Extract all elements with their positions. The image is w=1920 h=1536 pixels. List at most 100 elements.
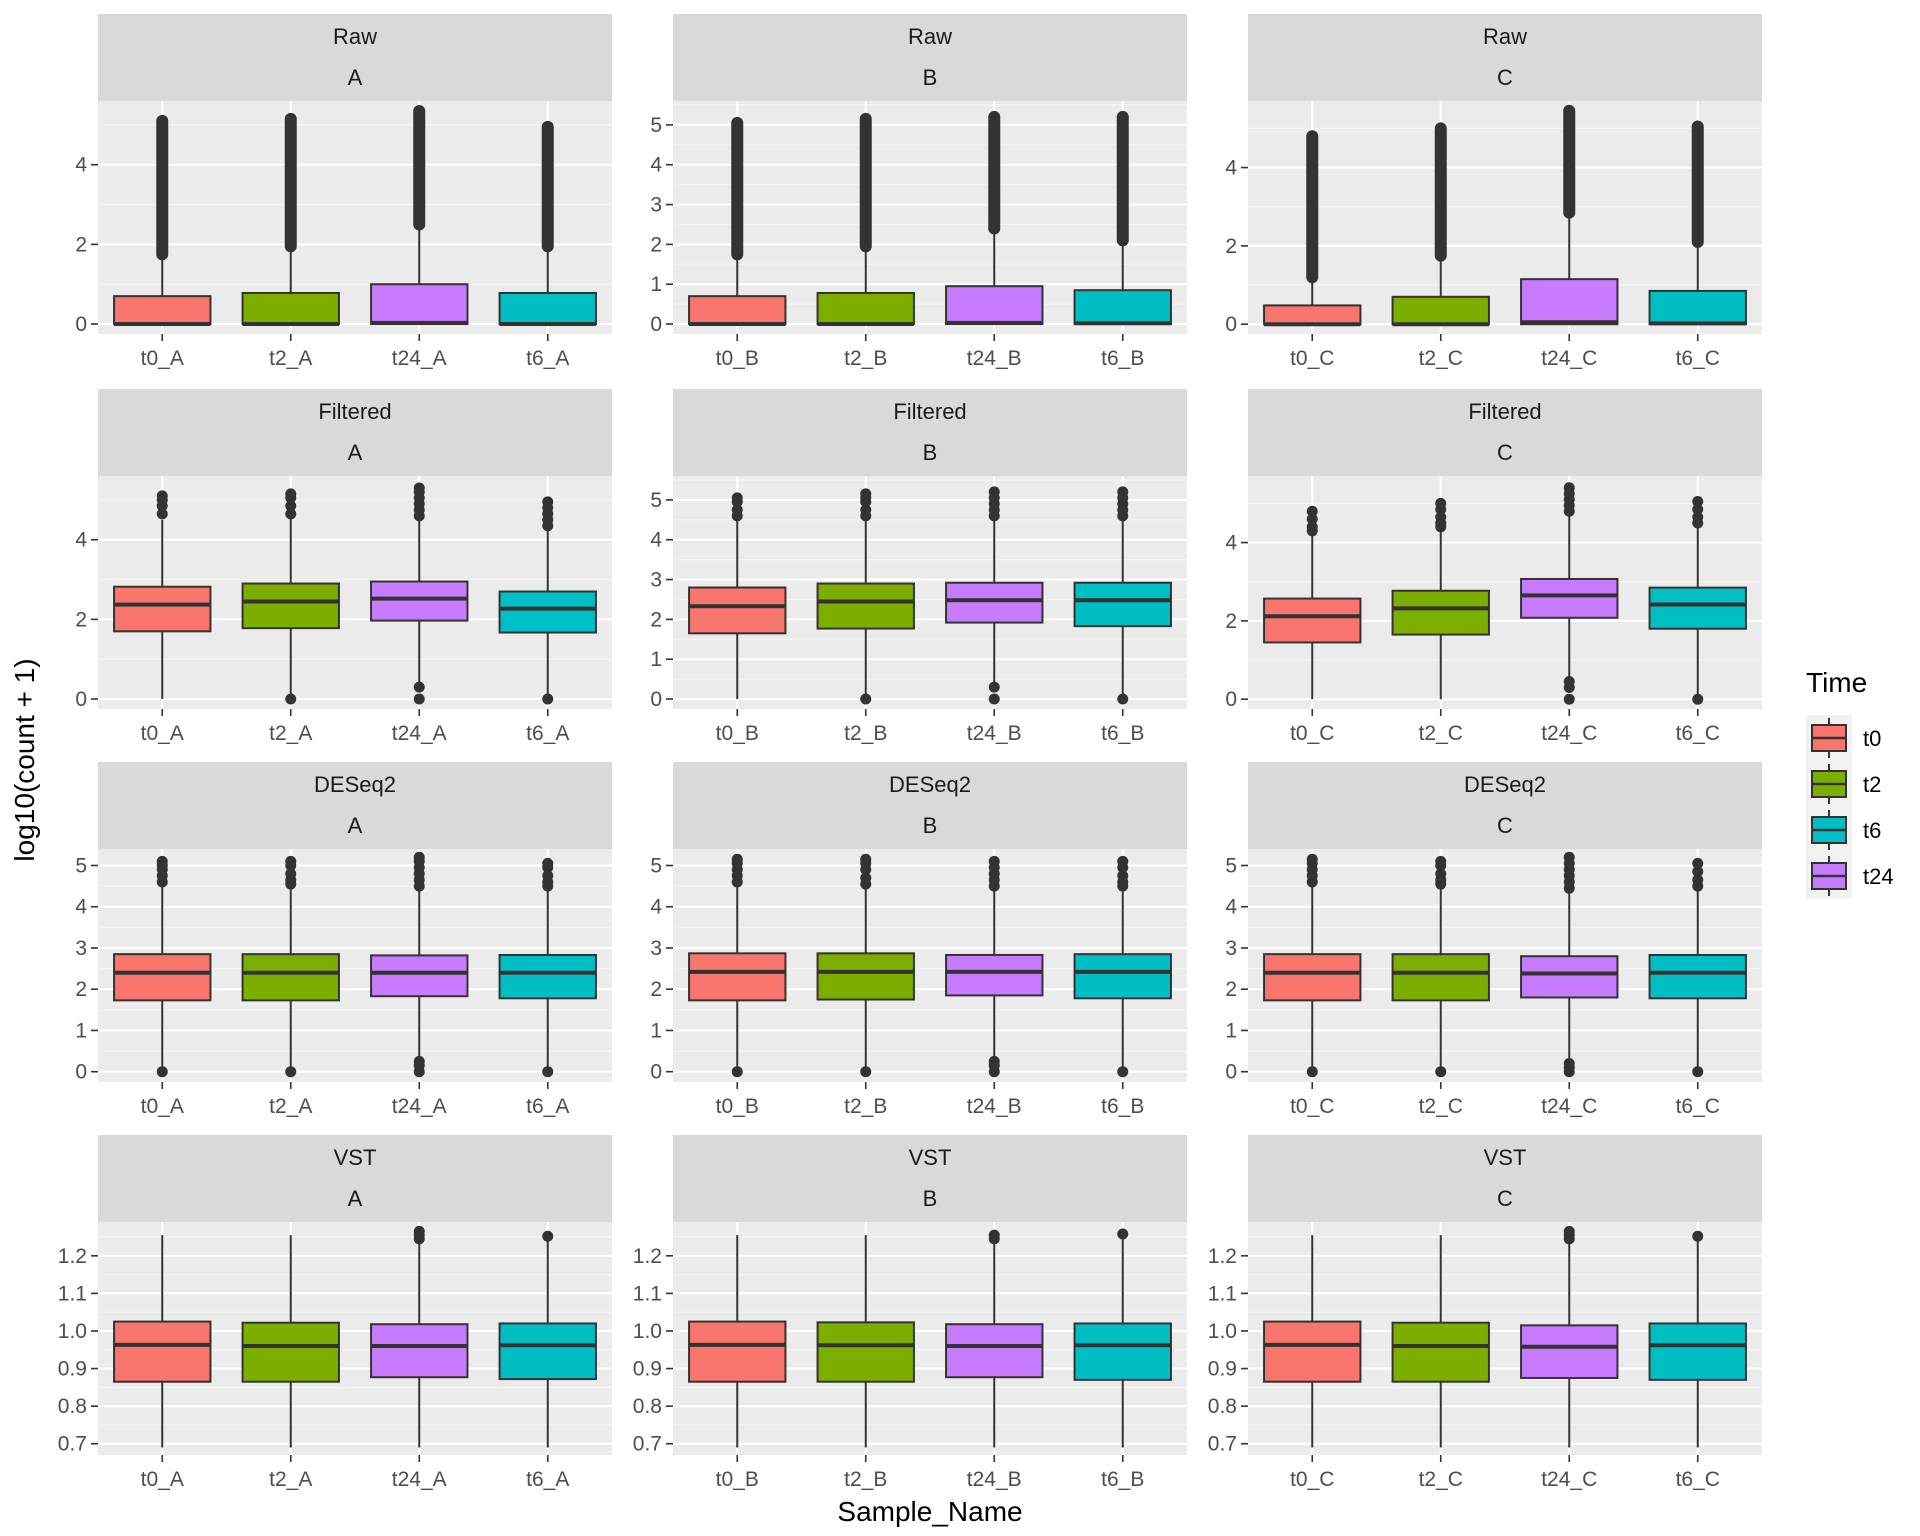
outlier-point bbox=[1435, 497, 1447, 509]
outlier-point bbox=[413, 1225, 425, 1237]
box-t2_A bbox=[241, 112, 340, 327]
outlier-point bbox=[731, 853, 743, 865]
box-body bbox=[241, 291, 340, 326]
facet-strip-method: Filtered bbox=[893, 399, 966, 424]
box-t6_A bbox=[498, 120, 597, 327]
outlier-point bbox=[1563, 1225, 1575, 1237]
y-tick-label: 1 bbox=[650, 1019, 662, 1042]
x-tick-label: t6_A bbox=[526, 1468, 569, 1491]
x-tick-label: t2_A bbox=[269, 1468, 312, 1491]
outlier-point bbox=[1435, 1066, 1447, 1078]
x-tick-label: t2_C bbox=[1419, 1095, 1463, 1118]
box-t0_C bbox=[1263, 130, 1362, 327]
box-body bbox=[688, 1320, 787, 1383]
x-tick-label: t0_A bbox=[141, 347, 184, 370]
x-tick-label: t6_A bbox=[526, 722, 569, 745]
box-body bbox=[498, 291, 597, 326]
box-t6_B bbox=[1073, 855, 1172, 1078]
outlier-point bbox=[1692, 693, 1704, 705]
x-tick-label: t0_B bbox=[716, 722, 759, 745]
x-tick-label: t0_B bbox=[716, 1095, 759, 1118]
box-body bbox=[945, 581, 1044, 624]
box-body bbox=[370, 283, 469, 326]
box-t0_C bbox=[1263, 853, 1362, 1078]
facet-strip bbox=[98, 14, 612, 101]
x-tick-label: t0_A bbox=[141, 1468, 184, 1491]
box-t6_C bbox=[1648, 495, 1747, 705]
facet-strip bbox=[673, 389, 1187, 476]
facet-strip-method: VST bbox=[334, 1145, 377, 1170]
box-body bbox=[1263, 304, 1362, 326]
box-t24_B bbox=[945, 110, 1044, 326]
x-tick-label: t6_B bbox=[1101, 1095, 1144, 1118]
box-t24_B bbox=[945, 1229, 1044, 1448]
y-tick-label: 2 bbox=[75, 978, 87, 1001]
outlier-point bbox=[1563, 676, 1575, 688]
panel-raw-a: Raw A 0 2 4 t0_A t2_A t24_A t6_A bbox=[75, 14, 612, 370]
facet-strip bbox=[673, 762, 1187, 849]
facet-strip-replicate: C bbox=[1497, 65, 1513, 90]
y-tick-label: 0.7 bbox=[58, 1433, 87, 1456]
x-tick-label: t24_C bbox=[1541, 347, 1597, 370]
box-body bbox=[1073, 1322, 1172, 1381]
x-tick-label: t0_C bbox=[1290, 722, 1334, 745]
outlier-point bbox=[860, 504, 872, 516]
panel-deseq2-a: DESeq2 A 0 1 2 3 4 5 t0_A t2_A t24_A t6_A bbox=[75, 762, 612, 1118]
x-tick-label: t24_C bbox=[1541, 1468, 1597, 1491]
facet-strip-method: Raw bbox=[333, 24, 377, 49]
facet-strip-method: Filtered bbox=[318, 399, 391, 424]
y-tick-label: 0.7 bbox=[1208, 1433, 1237, 1456]
x-axis-title: Sample_Name bbox=[837, 1496, 1022, 1527]
outlier-point bbox=[988, 1055, 1000, 1067]
panel-filtered-c: Filtered C 0 2 4 t0_C t2_C t24_C t6_C bbox=[1225, 389, 1762, 745]
x-tick-label: t2_B bbox=[844, 722, 887, 745]
x-tick-label: t6_C bbox=[1676, 1095, 1720, 1118]
outlier-point bbox=[988, 486, 1000, 498]
outlier-point bbox=[860, 1066, 872, 1078]
box-body bbox=[1520, 1324, 1619, 1379]
box-t2_B bbox=[816, 488, 915, 705]
outlier-point bbox=[285, 868, 297, 880]
outlier-point bbox=[988, 855, 1000, 867]
y-tick-label: 3 bbox=[1225, 937, 1237, 960]
y-tick-label: 2 bbox=[1225, 978, 1237, 1001]
outlier-point bbox=[1563, 693, 1575, 705]
outlier-point bbox=[156, 508, 168, 520]
y-tick-label: 1 bbox=[1225, 1019, 1237, 1042]
facet-strip-replicate: C bbox=[1497, 1186, 1513, 1211]
outlier-point bbox=[542, 1066, 554, 1078]
outlier-point bbox=[1692, 1066, 1704, 1078]
outlier-point bbox=[1692, 1230, 1704, 1242]
y-tick-label: 0 bbox=[650, 1061, 662, 1084]
box-body bbox=[241, 582, 340, 630]
panel-vst-c: VST C 0.7 0.8 0.9 1.0 1.1 1.2 t0_C t2_C t24_C t6_C bbox=[1208, 1135, 1762, 1491]
box-body bbox=[370, 1323, 469, 1379]
box-t24_C bbox=[1520, 482, 1619, 705]
y-tick-label: 2 bbox=[75, 608, 87, 631]
legend: Time t0 t2 t6 t24 bbox=[1806, 667, 1894, 899]
box-body bbox=[816, 582, 915, 630]
box-body bbox=[688, 295, 787, 326]
y-tick-label: 4 bbox=[1225, 532, 1237, 555]
box-t2_A bbox=[241, 488, 340, 705]
facet-strip-replicate: A bbox=[348, 1186, 363, 1211]
outlier-point bbox=[156, 490, 168, 502]
box-t6_B bbox=[1073, 486, 1172, 705]
outlier-point bbox=[860, 853, 872, 865]
outlier-point bbox=[542, 693, 554, 705]
box-body bbox=[113, 585, 212, 633]
outlier-point bbox=[860, 872, 872, 884]
box-t0_B bbox=[688, 492, 787, 700]
x-tick-label: t6_B bbox=[1101, 347, 1144, 370]
outlier-point bbox=[1117, 1066, 1129, 1078]
x-tick-label: t2_A bbox=[269, 1095, 312, 1118]
outlier-point bbox=[413, 693, 425, 705]
box-t0_A bbox=[113, 855, 212, 1078]
legend-item-t0: t0 bbox=[1806, 715, 1881, 761]
box-t24_C bbox=[1520, 104, 1619, 326]
y-tick-label: 0 bbox=[1225, 313, 1237, 336]
facet-strip-method: VST bbox=[909, 1145, 952, 1170]
outlier-point bbox=[1692, 495, 1704, 507]
x-tick-label: t24_C bbox=[1541, 1095, 1597, 1118]
panel-raw-c: Raw C 0 2 4 t0_C t2_C t24_C t6_C bbox=[1225, 14, 1762, 370]
